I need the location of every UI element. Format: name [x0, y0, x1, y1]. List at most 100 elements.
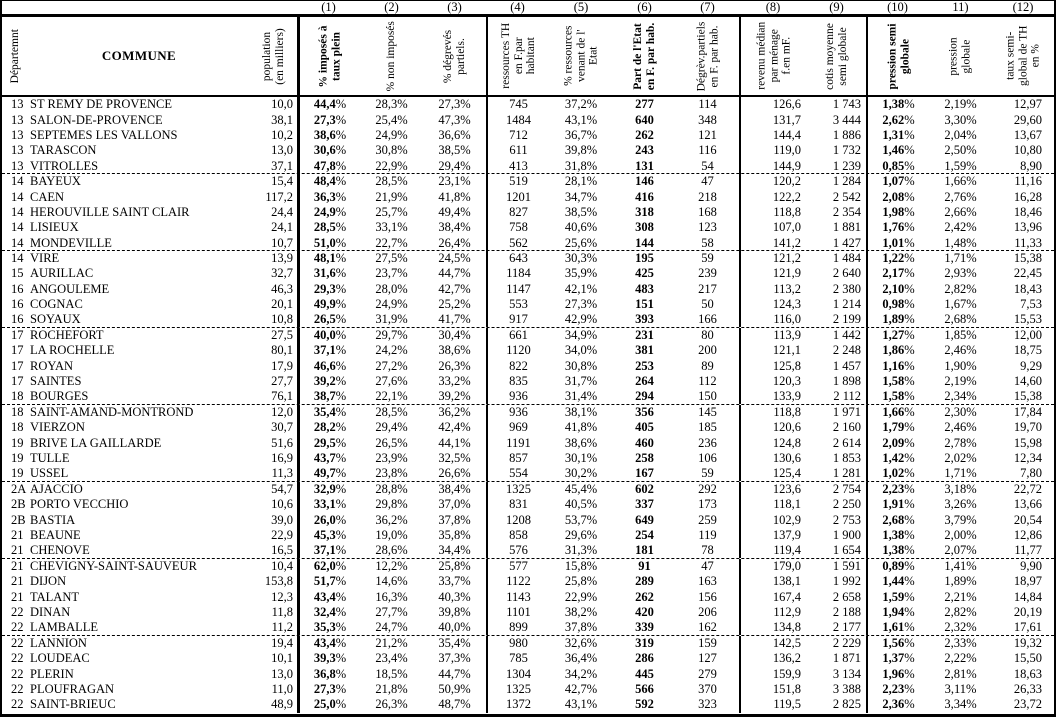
strip-spacer	[250, 1, 297, 15]
table-row: 17 SAINTES 27,7 39,2% 27,6% 33,2% 835 31,7% 264 1…	[2, 374, 1054, 390]
cell-ressources-th: 611	[486, 143, 549, 159]
cell-ressources-th: 1304	[486, 666, 549, 682]
table-row: 21 CHENOVE 16,5 37,1% 28,6% 34,4% 576 31,3% 181 7…	[2, 543, 1054, 559]
cell-revenu-median: 142,5	[739, 635, 807, 652]
cell-ressources-th: 576	[486, 543, 549, 559]
cell-departement: 13	[11, 127, 24, 142]
cell-pression-semi: 1,27%	[866, 327, 929, 344]
cell-commune: LANNION	[30, 635, 87, 650]
header-degrev-partiels: Dégrèv.partiels en F. par hab.	[695, 21, 720, 91]
cell-revenu-median: 112,9	[739, 604, 807, 621]
cell-cotis-moyenne: 2 354	[832, 204, 861, 219]
cell-degrev-partiels: 50	[701, 297, 714, 312]
cell-commune: SAINT-AMAND-MONTROND	[30, 405, 194, 419]
cell-pct-non-imposes: 22,9%	[375, 158, 408, 173]
table-row: 13 TARASCON 13,0 30,6% 30,8% 38,5% 611 39,8% 243…	[2, 143, 1054, 159]
cell-pression-globale: 1,71%	[944, 466, 977, 481]
cell-pct-degreves: 44,7%	[438, 666, 471, 681]
cell-pct-imposes: 51,7%	[297, 574, 360, 590]
cell-pression-semi: 2,36%	[866, 697, 929, 713]
cell-pct-non-imposes: 25,4%	[375, 112, 408, 127]
cell-ressources-th: 758	[486, 220, 549, 236]
cell-part-etat: 258	[635, 451, 654, 466]
cell-ressources-th: 562	[486, 235, 549, 251]
cell-pct-ressources-etat: 53,7%	[564, 512, 598, 527]
cell-part-etat: 318	[635, 204, 654, 219]
cell-degrev-partiels: 112	[698, 374, 717, 389]
column-number: (3)	[447, 0, 462, 14]
cell-pct-ressources-etat: 30,2%	[564, 466, 598, 481]
cell-revenu-median: 113,2	[739, 281, 807, 298]
cell-revenu-median: 107,0	[739, 220, 807, 236]
cell-pct-non-imposes: 22,1%	[375, 389, 408, 404]
cell-degrev-partiels: 59	[701, 466, 714, 481]
cell-population: 117,2	[265, 189, 293, 204]
cell-pression-globale: 2,02%	[944, 451, 977, 466]
cell-pct-non-imposes: 28,6%	[375, 543, 408, 558]
cell-commune: ROCHEFORT	[30, 328, 104, 343]
table-row: 21 CHEVIGNY-SAINT-SAUVEUR 10,4 62,0% 12,2% 25…	[2, 558, 1054, 575]
cell-part-etat: 420	[635, 605, 654, 620]
cell-ressources-th: 413	[486, 158, 549, 174]
column-number: (8)	[765, 0, 781, 14]
cell-cotis-moyenne: 2 199	[832, 312, 861, 327]
cell-population: 153,8	[264, 574, 293, 589]
cell-pct-degreves: 38,4%	[438, 481, 471, 496]
cell-taux-semi-global: 12,34	[1013, 451, 1042, 466]
cell-pct-ressources-etat: 31,3%	[564, 543, 598, 558]
cell-departement: 21	[11, 528, 24, 543]
cell-revenu-median: 120,3	[739, 374, 807, 390]
cell-part-etat: 319	[635, 635, 654, 650]
column-number: (7)	[700, 0, 715, 14]
cell-taux-semi-global: 9,90	[1020, 558, 1042, 573]
cell-ressources-th: 1208	[486, 512, 549, 528]
cell-degrev-partiels: 236	[698, 435, 717, 450]
cell-commune: SEPTEMES LES VALLONS	[30, 127, 178, 142]
cell-pct-non-imposes: 26,3%	[375, 697, 408, 712]
table-row: 19 TULLE 16,9 43,7% 23,9% 32,5% 857 30,1% 258 106…	[2, 450, 1054, 467]
cell-revenu-median: 122,2	[739, 189, 807, 205]
cell-pct-non-imposes: 27,6%	[375, 374, 408, 389]
cell-commune: LAMBALLE	[30, 620, 99, 635]
cell-pct-non-imposes: 21,9%	[375, 189, 408, 204]
cell-pct-non-imposes: 24,2%	[375, 343, 408, 358]
cell-departement: 18	[11, 405, 24, 419]
cell-commune: SAINT-BRIEUC	[30, 697, 116, 712]
cell-pct-non-imposes: 18,5%	[375, 666, 408, 681]
cell-cotis-moyenne: 2 754	[832, 481, 861, 496]
cell-cotis-moyenne: 1 484	[832, 251, 861, 266]
table-row: 22 LAMBALLE 11,2 35,3% 24,7% 40,0% 899 37,8% 339…	[2, 620, 1054, 636]
cell-degrev-partiels: 200	[698, 343, 717, 358]
cell-degrev-partiels: 156	[698, 589, 717, 604]
cell-pct-imposes: 36,8%	[297, 666, 360, 682]
cell-pct-ressources-etat: 25,8%	[564, 574, 598, 589]
cell-cotis-moyenne: 2 542	[832, 189, 861, 204]
cell-cotis-moyenne: 1 591	[832, 558, 861, 573]
cell-ressources-th: 858	[486, 527, 549, 544]
cell-departement: 22	[11, 635, 24, 650]
cell-taux-semi-global: 7,53	[1020, 297, 1042, 312]
cell-pct-non-imposes: 14,6%	[375, 574, 408, 589]
cell-commune: AJACCIO	[30, 481, 83, 496]
cell-pct-degreves: 29,4%	[438, 158, 471, 173]
cell-taux-semi-global: 18,43	[1013, 281, 1042, 296]
cell-pct-imposes: 49,9%	[297, 297, 360, 313]
cell-pression-semi: 1,42%	[866, 450, 929, 467]
cell-part-etat: 416	[635, 189, 654, 204]
cell-pct-imposes: 44,4%	[297, 97, 360, 113]
cell-ressources-th: 831	[486, 497, 549, 513]
cell-pct-non-imposes: 28,3%	[375, 97, 408, 112]
cell-part-etat: 264	[635, 374, 654, 389]
cell-pct-ressources-etat: 37,2%	[564, 97, 598, 112]
cell-departement: 16	[11, 312, 24, 327]
cell-pct-ressources-etat: 25,6%	[564, 235, 598, 250]
cell-departement: 2A	[11, 481, 27, 496]
table-row: 17 LA ROCHELLE 80,1 37,1% 24,2% 38,6% 1120 34,0…	[2, 343, 1054, 359]
cell-taux-semi-global: 19,32	[1013, 635, 1042, 650]
cell-cotis-moyenne: 1 732	[832, 143, 861, 158]
cell-degrev-partiels: 123	[698, 220, 717, 235]
cell-pct-imposes: 47,8%	[297, 158, 360, 174]
cell-pression-semi: 1,96%	[866, 666, 929, 682]
cell-departement: 13	[11, 158, 24, 173]
cell-pct-non-imposes: 25,7%	[375, 204, 408, 219]
